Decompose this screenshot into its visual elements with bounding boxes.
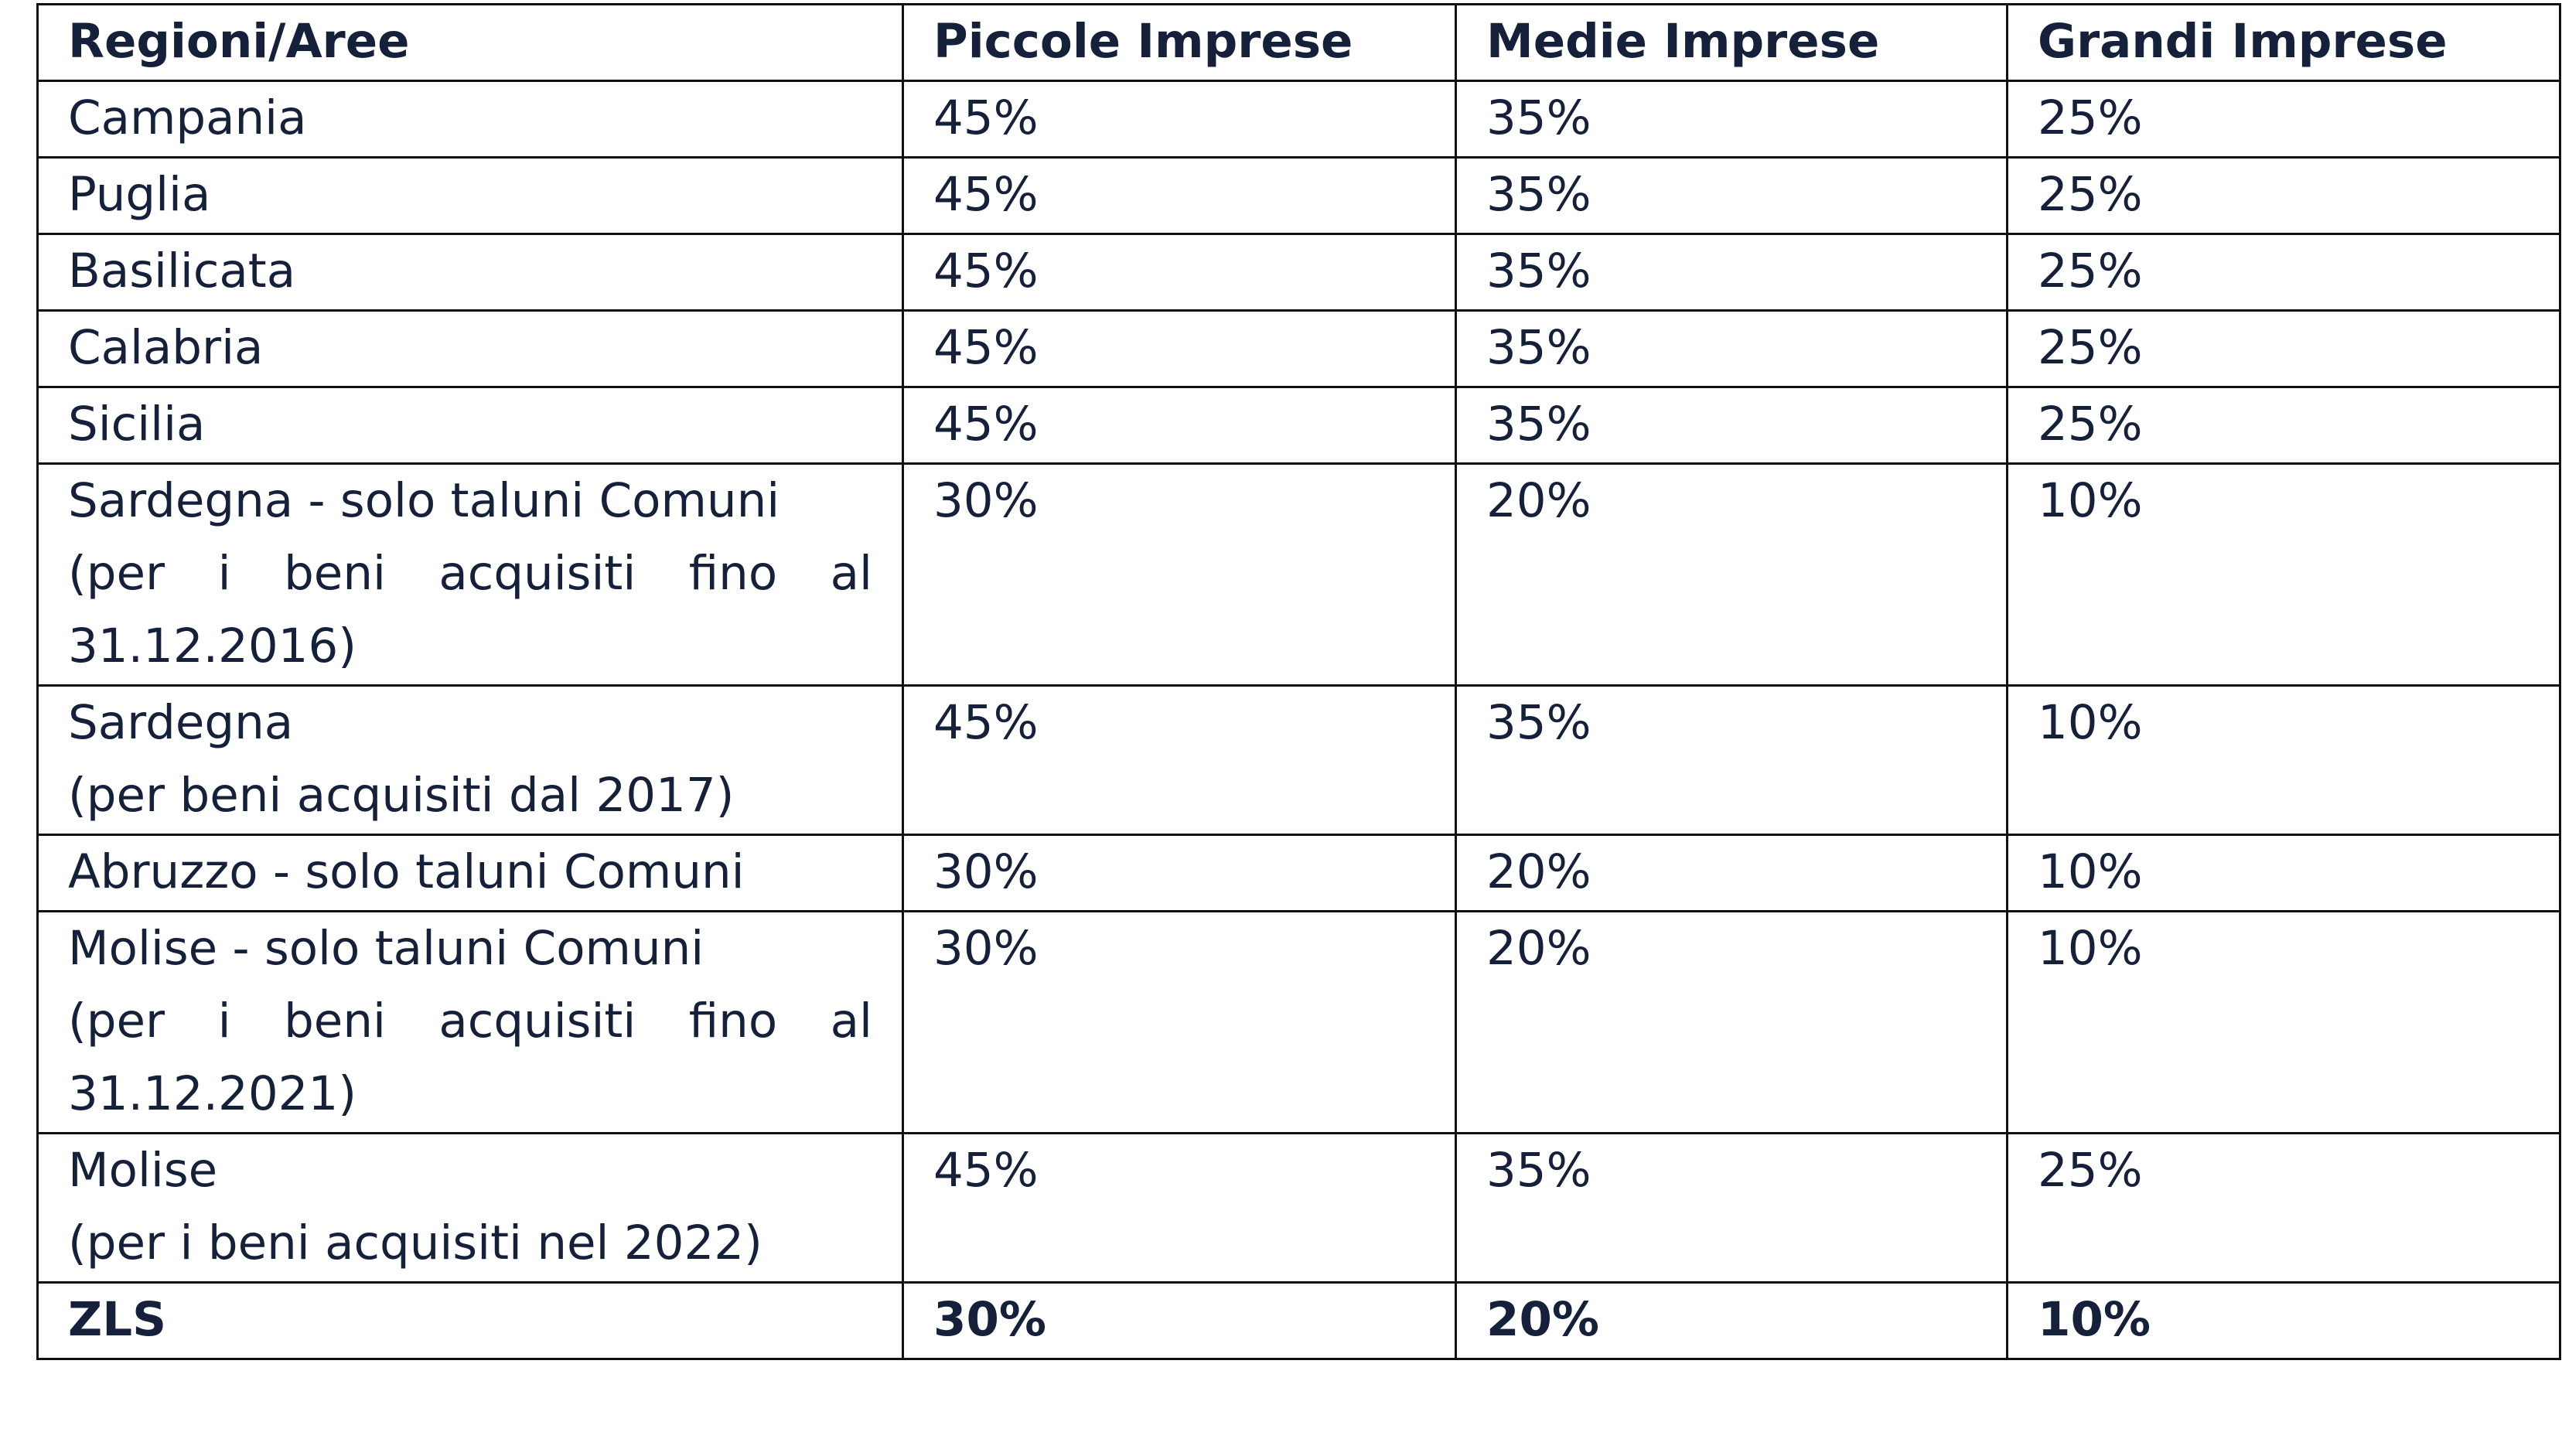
rate-cell: 10%: [2006, 462, 2561, 687]
cell-line: (per i beni acquisiti fino al: [68, 546, 872, 601]
rate-cell: 45%: [902, 156, 1457, 235]
rate-cell: 45%: [902, 309, 1457, 388]
cell-line: Campania: [68, 90, 307, 145]
header-cell: Regioni/Aree: [36, 3, 904, 82]
rate-cell: 45%: [902, 684, 1457, 836]
rate-cell: 35%: [1455, 80, 2008, 159]
rate-cell: 35%: [1455, 386, 2008, 465]
region-cell: Sicilia: [36, 386, 904, 465]
header-cell: Medie Imprese: [1455, 3, 2008, 82]
region-cell: Calabria: [36, 309, 904, 388]
rate-cell: 10%: [2006, 1281, 2561, 1360]
rate-cell: 10%: [2006, 684, 2561, 836]
table-row: Sardegna (per beni acquisiti dal 2017) 45%…: [36, 684, 2561, 836]
rates-table: Regioni/Aree Piccole Imprese Medie Imprese…: [36, 3, 2561, 1360]
rate-cell: 20%: [1455, 462, 2008, 687]
cell-line: Molise - solo taluni Comuni: [68, 921, 704, 976]
table-row: Molise (per i beni acquisiti nel 2022) 45%…: [36, 1132, 2561, 1284]
rate-cell: 45%: [902, 386, 1457, 465]
cell-line: Sardegna - solo taluni Comuni: [68, 473, 780, 528]
region-cell: Basilicata: [36, 233, 904, 312]
cell-line: Basilicata: [68, 244, 296, 298]
table-row: Abruzzo - solo taluni Comuni 30% 20% 10%: [36, 834, 2561, 912]
cell-line: (per i beni acquisiti fino al: [68, 994, 872, 1049]
rate-cell: 30%: [902, 910, 1457, 1134]
region-cell: Sardegna (per beni acquisiti dal 2017): [36, 684, 904, 836]
region-cell: Puglia: [36, 156, 904, 235]
cell-line: Sicilia: [68, 397, 206, 452]
region-cell: ZLS: [36, 1281, 904, 1360]
header-cell: Grandi Imprese: [2006, 3, 2561, 82]
rate-cell: 30%: [902, 834, 1457, 912]
region-cell: Abruzzo - solo taluni Comuni: [36, 834, 904, 912]
region-cell: Molise - solo taluni Comuni (per i beni a…: [36, 910, 904, 1134]
rate-cell: 30%: [902, 1281, 1457, 1360]
cell-line: (per i beni acquisiti nel 2022): [68, 1216, 762, 1270]
table-row: Basilicata 45% 35% 25%: [36, 233, 2561, 312]
rate-cell: 30%: [902, 462, 1457, 687]
region-cell: Sardegna - solo taluni Comuni (per i beni…: [36, 462, 904, 687]
table-row: Molise - solo taluni Comuni (per i beni a…: [36, 910, 2561, 1134]
table-row: Campania 45% 35% 25%: [36, 80, 2561, 159]
cell-line: Abruzzo - solo taluni Comuni: [68, 844, 745, 899]
table-row: Puglia 45% 35% 25%: [36, 156, 2561, 235]
rate-cell: 20%: [1455, 910, 2008, 1134]
rate-cell: 25%: [2006, 386, 2561, 465]
region-cell: Molise (per i beni acquisiti nel 2022): [36, 1132, 904, 1284]
rate-cell: 10%: [2006, 834, 2561, 912]
rate-cell: 45%: [902, 233, 1457, 312]
rate-cell: 25%: [2006, 80, 2561, 159]
table-row: Calabria 45% 35% 25%: [36, 309, 2561, 388]
cell-line: 31.12.2021): [68, 1066, 357, 1121]
rate-cell: 35%: [1455, 156, 2008, 235]
cell-line: Molise: [68, 1143, 218, 1198]
rate-cell: 45%: [902, 1132, 1457, 1284]
header-row: Regioni/Aree Piccole Imprese Medie Imprese…: [36, 3, 2561, 82]
rate-cell: 25%: [2006, 1132, 2561, 1284]
rate-cell: 20%: [1455, 1281, 2008, 1360]
cell-line: Puglia: [68, 167, 211, 222]
table-row: Sardegna - solo taluni Comuni (per i beni…: [36, 462, 2561, 687]
cell-line: Sardegna: [68, 695, 294, 750]
region-cell: Campania: [36, 80, 904, 159]
rate-cell: 35%: [1455, 1132, 2008, 1284]
rate-cell: 45%: [902, 80, 1457, 159]
table-row: ZLS 30% 20% 10%: [36, 1281, 2561, 1360]
rate-cell: 25%: [2006, 233, 2561, 312]
rate-cell: 10%: [2006, 910, 2561, 1134]
rate-cell: 35%: [1455, 233, 2008, 312]
rate-cell: 25%: [2006, 156, 2561, 235]
rate-cell: 20%: [1455, 834, 2008, 912]
header-cell: Piccole Imprese: [902, 3, 1457, 82]
rate-cell: 25%: [2006, 309, 2561, 388]
cell-line: (per beni acquisiti dal 2017): [68, 768, 735, 823]
cell-line: 31.12.2016): [68, 619, 357, 673]
table-row: Sicilia 45% 35% 25%: [36, 386, 2561, 465]
rate-cell: 35%: [1455, 684, 2008, 836]
rate-cell: 35%: [1455, 309, 2008, 388]
cell-line: Calabria: [68, 320, 264, 375]
cell-line: ZLS: [68, 1292, 167, 1347]
